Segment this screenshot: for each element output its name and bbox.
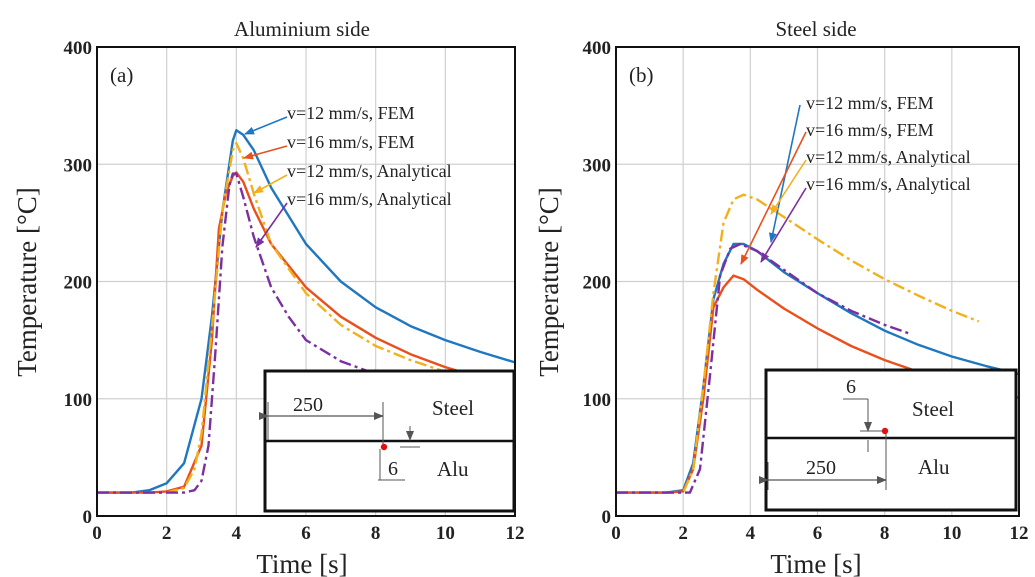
x-tick-label: 2 [678, 523, 688, 544]
legend-entry: v=12 mm/s, Analytical [287, 161, 452, 181]
y-tick-label: 200 [64, 273, 93, 294]
y-tick-label: 200 [583, 273, 612, 294]
legend-arrow [243, 145, 288, 160]
y-tick-label: 300 [583, 155, 612, 176]
plot-frame [615, 46, 1020, 517]
y-tick-label: 400 [64, 38, 93, 59]
panel-label: (a) [110, 63, 133, 87]
x-axis-label: Time [s] [770, 549, 861, 577]
legend-annotations: v=12 mm/s, FEM v=16 mm/s, FEM v=12 mm/s, A… [243, 103, 452, 248]
inset-schematic: Steel Alu 250 6 [259, 369, 516, 513]
series-line-v-12-mm-s-fem [97, 128, 516, 494]
y-tick-label: 300 [64, 155, 93, 176]
inset-label-steel: Steel [912, 397, 954, 421]
panel-label: (b) [629, 63, 654, 87]
legend-arrow [244, 116, 288, 135]
legend-entry: v=12 mm/s, Analytical [806, 147, 971, 167]
chart-panel-aluminium: Aluminium side v=12 mm/s, FEM v=16 mm/s, … [12, 17, 525, 577]
inset-label-alu: Alu [918, 455, 950, 479]
plot-frame [96, 46, 516, 517]
y-tick-label: 0 [602, 507, 612, 528]
series-line-v-12-mm-s-analytical [616, 193, 980, 494]
dimension-label-6: 6 [388, 458, 398, 480]
legend-entry: v=12 mm/s, FEM [287, 103, 415, 123]
legend-arrow [770, 159, 807, 215]
y-tick-label: 0 [83, 507, 93, 528]
x-tick-label: 4 [746, 523, 756, 544]
series-line-v-16-mm-s-analytical [97, 172, 377, 494]
inset-label-alu: Alu [437, 457, 469, 481]
series-line-v-16-mm-s-analytical [616, 242, 909, 494]
x-tick-label: 6 [813, 523, 823, 544]
x-tick-label: 4 [232, 523, 242, 544]
legend-entry: v=16 mm/s, FEM [287, 132, 415, 152]
chart-title: Aluminium side [234, 17, 370, 41]
x-tick-label: 10 [436, 523, 455, 544]
x-tick-label: 2 [162, 523, 172, 544]
legend-annotations: v=12 mm/s, FEM v=16 mm/s, FEM v=12 mm/s, A… [740, 93, 971, 265]
inset-label-steel: Steel [432, 396, 474, 420]
measurement-point [380, 443, 388, 451]
y-axis-label: Temperature [°C] [534, 187, 564, 377]
legend-arrow [255, 202, 288, 248]
measurement-point [881, 427, 889, 435]
legend-entry: v=16 mm/s, Analytical [806, 174, 971, 194]
x-tick-label: 0 [611, 523, 621, 544]
axis-ticks: 0 2 4 6 8 10 12 0 100 200 300 400 [583, 38, 1029, 544]
x-tick-label: 8 [371, 523, 381, 544]
dimension-label-250: 250 [806, 457, 836, 479]
y-tick-label: 100 [583, 390, 612, 411]
x-tick-label: 12 [506, 523, 525, 544]
legend-arrow [760, 187, 807, 263]
y-tick-label: 100 [64, 390, 93, 411]
x-tick-label: 8 [880, 523, 890, 544]
x-tick-label: 0 [92, 523, 102, 544]
legend-arrow [253, 174, 288, 194]
legend-entry: v=12 mm/s, FEM [806, 93, 934, 113]
inset-box [764, 368, 1018, 512]
series-line-v-16-mm-s-fem [97, 171, 516, 494]
dimension-label-6: 6 [846, 376, 856, 398]
x-tick-label: 10 [942, 523, 961, 544]
x-tick-label: 6 [301, 523, 311, 544]
y-axis-label: Temperature [°C] [12, 187, 42, 377]
y-tick-label: 400 [583, 38, 612, 59]
x-tick-label: 12 [1010, 523, 1029, 544]
inset-schematic: Steel Alu 6 250 [759, 368, 1018, 512]
legend-entry: v=16 mm/s, FEM [806, 120, 934, 140]
x-axis-label: Time [s] [256, 549, 347, 577]
legend-entry: v=16 mm/s, Analytical [287, 189, 452, 209]
legend-arrow [740, 131, 807, 265]
axis-ticks: 0 2 4 6 8 10 12 0 100 200 300 400 [64, 38, 525, 544]
chart-title: Steel side [775, 17, 856, 41]
dimension-label-250: 250 [293, 394, 323, 416]
series-line-v-12-mm-s-fem [616, 242, 1020, 494]
